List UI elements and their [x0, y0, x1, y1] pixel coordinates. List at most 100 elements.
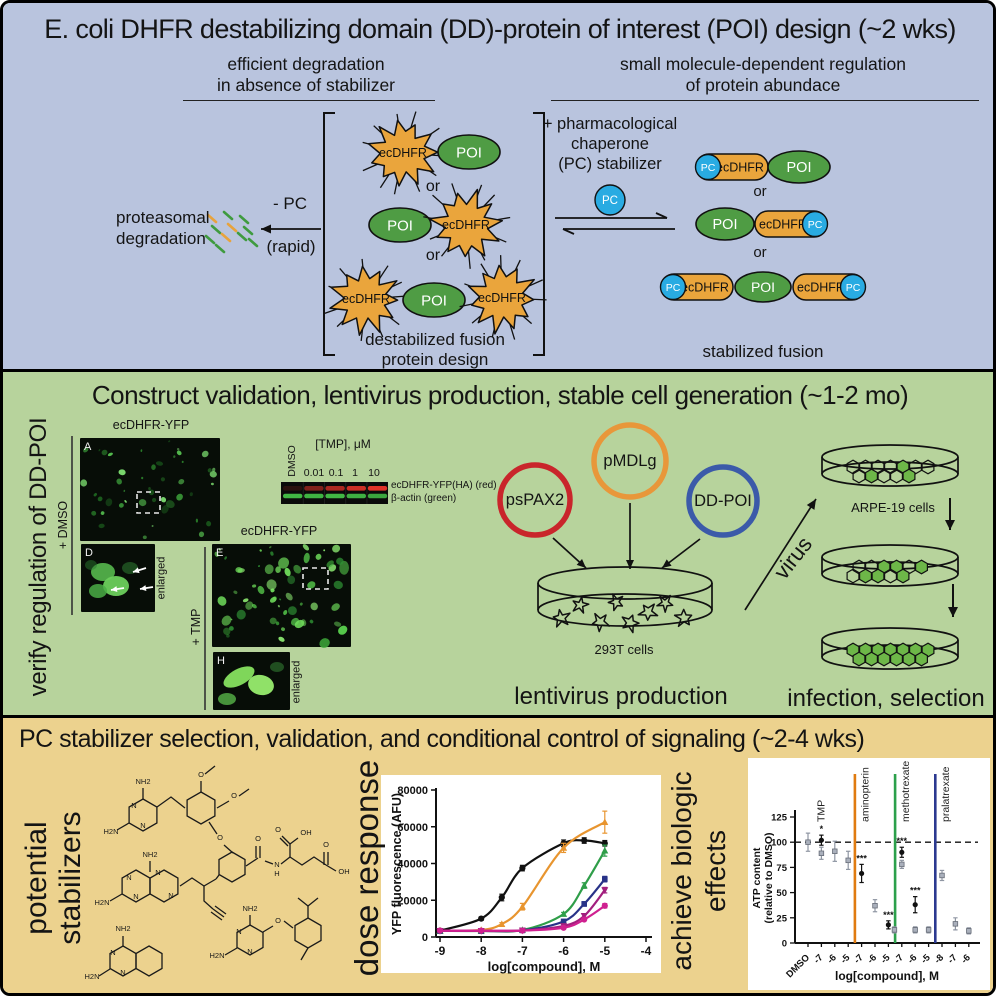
- chaperone-label-3: (PC) stabilizer: [558, 155, 662, 173]
- enlarged-label-h: enlarged: [290, 660, 303, 704]
- svg-text:ecDHFR: ecDHFR: [342, 292, 390, 306]
- or-label: or: [425, 178, 441, 195]
- panel3-title: PC stabilizer selection, validation, and…: [19, 725, 865, 753]
- svg-text:125: 125: [771, 813, 788, 824]
- svg-text:75: 75: [776, 863, 787, 874]
- svg-text:H2N: H2N: [103, 827, 118, 836]
- micro-header-e: ecDHFR-YFP: [240, 524, 318, 538]
- svg-text:-4: -4: [641, 944, 652, 958]
- svg-text:O: O: [231, 791, 237, 800]
- petri-dish-293t: [537, 566, 713, 634]
- pc-circle: PC: [801, 210, 829, 238]
- blot-lane-dmso: DMSO: [285, 445, 298, 477]
- hexagon-cell: [852, 651, 866, 667]
- svg-text:NH2: NH2: [135, 777, 150, 786]
- hexagon-cell: [889, 468, 904, 484]
- series-orange-triangles: [439, 821, 606, 932]
- chemical-structure-icon: NH2 H2N O O O N N: [103, 765, 250, 854]
- 293t-label: 293T cells: [594, 642, 654, 657]
- svg-text:ecDHFR: ecDHFR: [442, 218, 490, 232]
- chaperone-label-2: chaperone: [571, 135, 649, 153]
- bracket-left: [323, 112, 335, 356]
- blot-band-label-green: β-actin (green): [391, 493, 457, 504]
- svg-text:PC: PC: [808, 219, 823, 231]
- panel1-title: E. coli DHFR destabilizing domain (DD)-p…: [44, 14, 956, 44]
- achieve-effects-label: achieve biologic: [665, 771, 697, 971]
- svg-text:-7: -7: [812, 952, 826, 966]
- micro-letter-d: D: [85, 547, 93, 559]
- right-column-header: small molecule-dependent regulation: [619, 54, 907, 74]
- svg-text:ecDHFR: ecDHFR: [716, 160, 764, 174]
- svg-text:***: ***: [897, 836, 908, 846]
- atp-content-chart: 0 25 50 75 100 125 TMP aminopterin methotrexate p…: [751, 761, 980, 983]
- svg-text:-6: -6: [906, 952, 920, 966]
- right-header-underline: [551, 100, 979, 101]
- svg-text:***: ***: [856, 853, 867, 863]
- hexagon-cell: [889, 651, 904, 667]
- rapid-label: (rapid): [266, 237, 316, 256]
- svg-text:H2N: H2N: [94, 898, 109, 907]
- validation-diagram: [71, 422, 959, 710]
- hexagon-cell: [864, 651, 879, 667]
- microscopy-image-a: [80, 438, 220, 541]
- infection-caption: infection, selection: [787, 685, 985, 712]
- 293t-cell-icon: [572, 596, 590, 614]
- poi-ellipse: POI: [368, 207, 432, 243]
- 293t-cell-icon: [552, 608, 571, 628]
- svg-text:N: N: [236, 927, 241, 936]
- svg-text:-6: -6: [558, 944, 569, 958]
- svg-text:N: N: [133, 892, 138, 901]
- svg-text:POI: POI: [387, 217, 413, 234]
- 293t-cell-icon: [637, 603, 659, 621]
- pc-circle: PC: [594, 184, 626, 216]
- svg-text:POI: POI: [787, 160, 812, 176]
- dose-response-label: dose response: [348, 759, 386, 977]
- panel2-title: Construct validation, lentivirus product…: [91, 380, 909, 410]
- proteasomal-label-2: degradation: [116, 229, 206, 248]
- or-label: or: [753, 244, 767, 261]
- petri-dish-arpe-1: [821, 444, 959, 487]
- panel-design: ecDHFR POI POI ecDHFR ecDHFR POI ecDHFR PC ecDHF…: [3, 3, 993, 369]
- degradation-fragment-icon: [214, 243, 226, 254]
- dose-response-chart: 0 20000 40000 60000 80000 -9 -8 -7 -6 -5 -4 YFP flu…: [390, 785, 652, 974]
- degradation-fragment-icon: [222, 210, 234, 221]
- 293t-cell-icon: [673, 608, 693, 628]
- verify-regulation-label: verify regulation of DD-POI: [25, 417, 53, 697]
- atp-chart-area: [748, 758, 990, 990]
- potential-stabilizers-label-2: stabilizers: [53, 811, 87, 945]
- svg-text:50: 50: [776, 888, 787, 899]
- hexagon-cell: [846, 568, 860, 584]
- svg-text:O: O: [275, 825, 281, 834]
- blot-lane-01: 0.1: [328, 467, 344, 479]
- svg-text:O: O: [255, 834, 261, 843]
- svg-text:N: N: [247, 947, 252, 956]
- blot-header: [TMP], μM: [315, 437, 371, 451]
- degradation-fragment-icon: [236, 231, 248, 242]
- western-blot: [281, 482, 388, 504]
- svg-text:H2N: H2N: [84, 972, 99, 981]
- poi-ellipse: POI: [437, 134, 501, 170]
- hexagon-cell: [914, 651, 929, 667]
- panel-validation: Construct validation, lentivirus product…: [3, 369, 993, 718]
- proteasomal-label: proteasomal: [116, 208, 210, 227]
- microscopy-image-h: [213, 652, 290, 710]
- left-header-underline: [183, 100, 435, 101]
- svg-text:-7: -7: [946, 952, 960, 966]
- poi-ellipse: POI: [767, 150, 831, 184]
- svg-text:N: N: [131, 801, 136, 810]
- svg-text:80000: 80000: [397, 785, 428, 797]
- svg-text:-8: -8: [932, 952, 946, 966]
- svg-text:-8: -8: [476, 944, 487, 958]
- svg-text:40000: 40000: [397, 859, 428, 871]
- svg-text:60000: 60000: [397, 822, 428, 834]
- destabilized-caption: destabilized fusion: [365, 330, 505, 349]
- svg-text:DMSO: DMSO: [784, 952, 812, 980]
- chemical-structure-icon: NH2 H2N N N: [84, 924, 163, 981]
- svg-text:ecDHFR: ecDHFR: [759, 217, 807, 231]
- degradation-fragment-icon: [220, 232, 232, 243]
- svg-text:ecDHFR: ecDHFR: [379, 146, 427, 160]
- right-column-header-2: of protein abundace: [685, 75, 841, 95]
- svg-text:N: N: [126, 873, 131, 882]
